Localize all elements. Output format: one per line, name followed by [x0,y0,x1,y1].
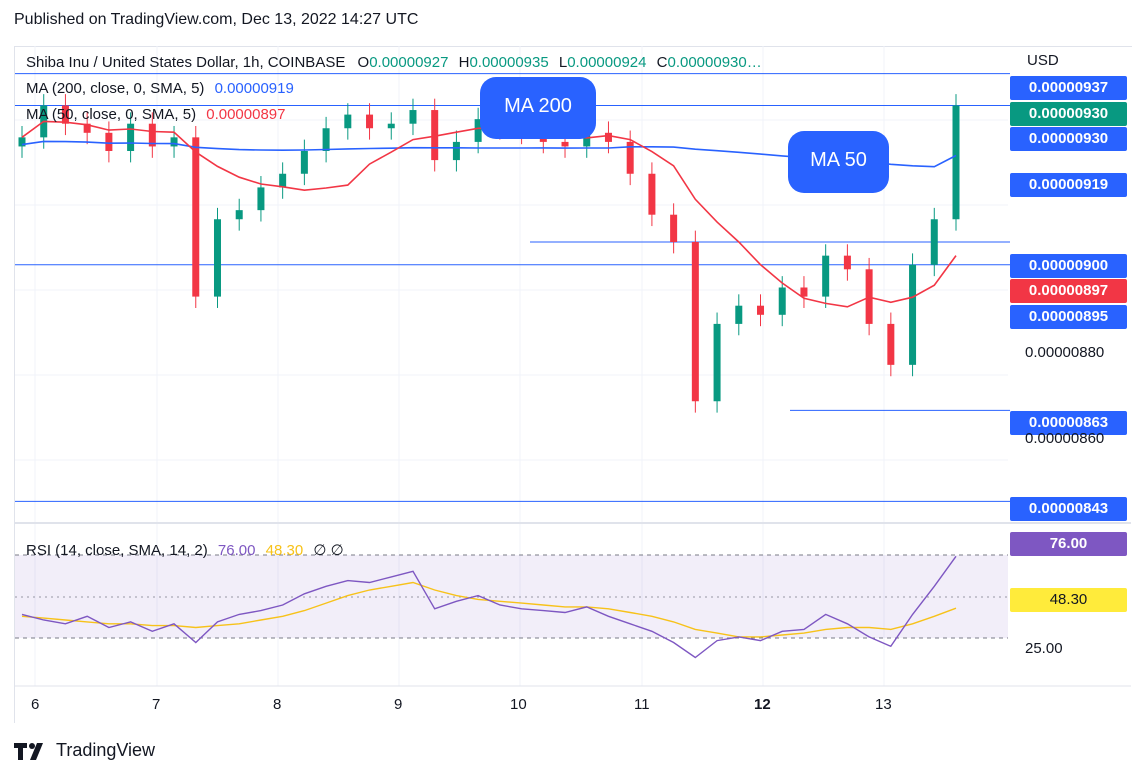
rsi-legend-extra: ∅ ∅ [313,542,344,559]
candle-body [474,119,482,142]
price-badge: 0.00000900 [1010,254,1127,278]
price-badge: 0.00000897 [1010,279,1127,303]
candle-body [778,287,786,315]
price-badge: 0.00000843 [1010,497,1127,521]
price-tick: 0.00000860 [1025,430,1105,447]
ma50-legend-value: 0.00000897 [206,106,286,123]
published-text: Published on TradingView.com, Dec 13, 20… [14,11,419,28]
close-value: 0.00000930… [667,54,762,71]
candle-body [626,141,634,174]
time-tick: 8 [273,696,282,713]
candle-body [887,323,895,365]
candle-body [61,105,69,124]
close-label: C [656,54,668,71]
low-label: L [558,54,568,71]
time-tick: 12 [754,696,771,713]
candle-body [344,114,352,129]
candle-body [713,323,721,402]
candle-body [691,242,699,402]
footer-brand-text: TradingView [56,740,156,760]
candle-body [561,141,569,147]
candle-body [387,123,395,129]
chart-panel[interactable] [14,46,1132,723]
tradingview-logo-icon [14,742,43,760]
price-badge: 0.00000919 [1010,173,1127,197]
candle-body [148,123,156,147]
rsi-line [21,555,957,659]
ma200-legend-label: MA (200, close, 0, SMA, 5) [26,80,205,97]
price-badge: 0.00000930 [1010,127,1127,151]
candle-body [583,132,591,147]
candle-body [213,219,221,297]
rsi-ma-badge: 48.30 [1010,588,1127,612]
time-tick: 6 [31,696,40,713]
candle-body [366,114,374,129]
price-badge: 0.00000863 [1010,411,1127,435]
ma200-legend[interactable]: MA (200, close, 0, SMA, 5) 0.00000919 [26,80,294,97]
candle-body [279,173,287,188]
candle-body [235,210,243,220]
candle-body [822,255,830,297]
ma200-legend-value: 0.00000919 [214,80,294,97]
ma50-legend[interactable]: MA (50, close, 0, SMA, 5) 0.00000897 [26,106,285,123]
candle-body [604,132,612,142]
low-value: 0.00000924 [567,54,647,71]
rsi-band [15,555,1008,638]
open-value: 0.00000927 [369,54,449,71]
time-tick: 13 [875,696,892,713]
symbol-label: Shiba Inu / United States Dollar, 1h, CO… [26,54,346,71]
rsi-tick: 25.00 [1025,640,1063,657]
high-label: H [458,54,470,71]
ma50-legend-label: MA (50, close, 0, SMA, 5) [26,106,197,123]
candle-body [257,187,265,211]
candle-body [843,255,851,270]
price-badge: 0.00000937 [1010,76,1127,100]
candle-body [648,173,656,215]
footer-brand[interactable]: TradingView [14,740,155,761]
time-tick: 10 [510,696,527,713]
candle-body [105,132,113,151]
candle-body [452,141,460,161]
price-badge: 0.00000895 [1010,305,1127,329]
candle-body [930,219,938,265]
candle-body [83,123,91,133]
high-value: 0.00000935 [469,54,549,71]
ma50-callout: MA 50 [788,131,889,193]
rsi-ma-legend-value: 48.30 [265,542,304,559]
currency-label: USD [1027,52,1059,69]
price-badge: 0.00000930 [1010,102,1127,126]
horizontal-levels [15,73,1010,502]
open-label: O [357,54,370,71]
candle-body [431,110,439,161]
price-tick: 0.00000880 [1025,344,1105,361]
candle-body [322,128,330,151]
candle-body [952,105,960,220]
candle-body [800,287,808,297]
rsi-legend-value: 76.00 [217,542,256,559]
ohlc-legend: Shiba Inu / United States Dollar, 1h, CO… [26,54,762,71]
candle-body [735,305,743,324]
grid [15,46,1008,686]
candle-body [127,123,135,151]
time-tick: 7 [152,696,161,713]
candle-body [300,151,308,174]
candle-body [192,137,200,297]
candle-body [670,214,678,242]
candle-body [170,137,178,147]
time-tick: 9 [394,696,403,713]
rsi-legend-label: RSI (14, close, SMA, 14, 2) [26,542,208,559]
ma200-callout: MA 200 [480,77,596,139]
candle-body [757,305,765,315]
rsi-legend[interactable]: RSI (14, close, SMA, 14, 2) 76.00 48.30 … [26,541,344,559]
candle-body [18,137,26,147]
candle-body [409,110,417,124]
candle-body [909,264,917,365]
time-tick: 11 [634,696,650,713]
rsi-badge: 76.00 [1010,532,1127,556]
